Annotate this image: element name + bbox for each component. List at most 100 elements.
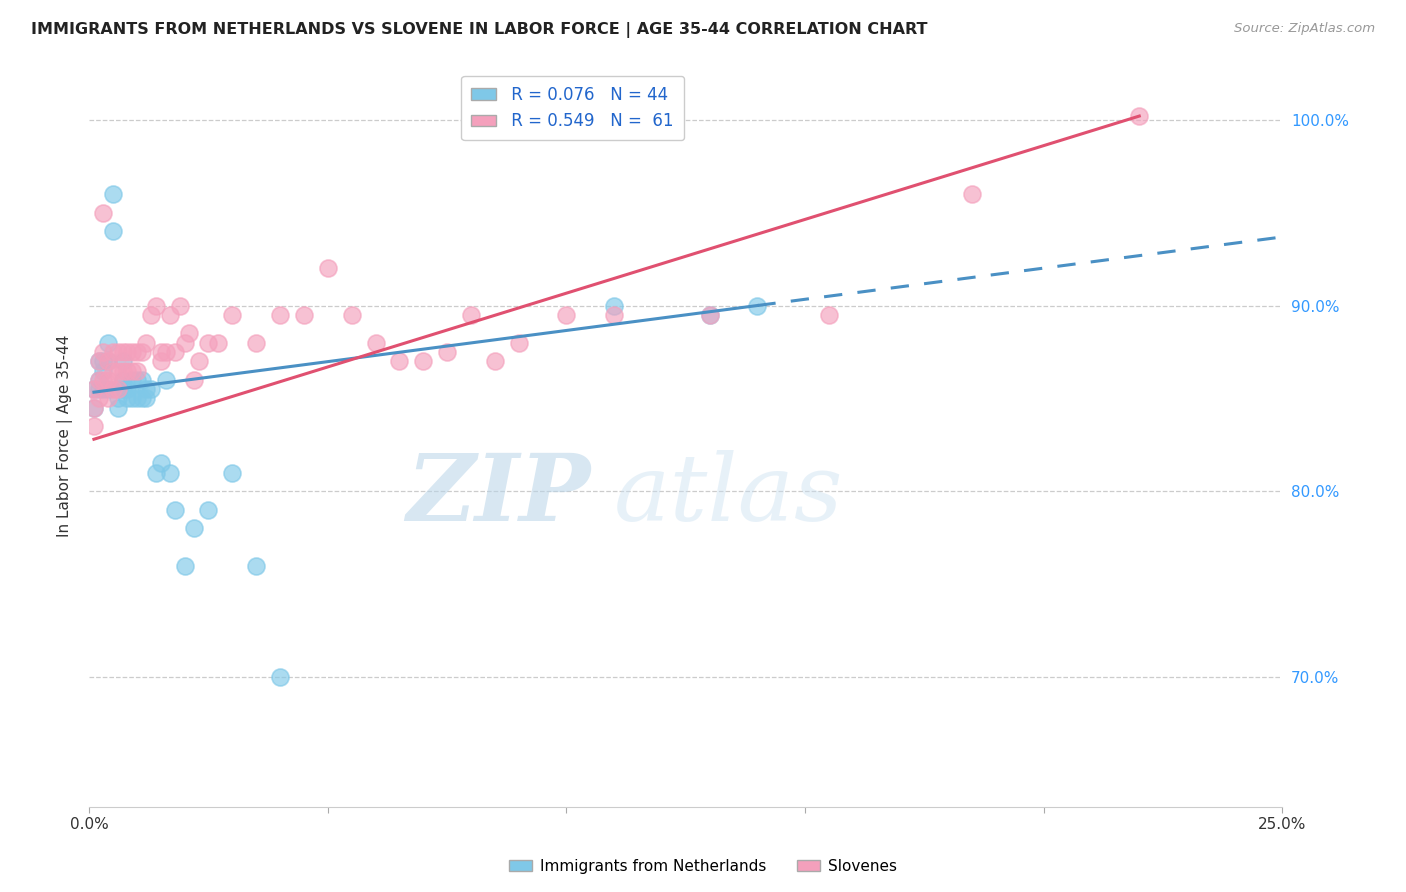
Point xyxy=(245,335,267,350)
Point xyxy=(83,382,105,396)
Point xyxy=(155,345,177,359)
Point xyxy=(107,382,129,396)
Point xyxy=(125,373,148,387)
Point xyxy=(197,335,219,350)
Point xyxy=(292,308,315,322)
Point xyxy=(183,373,205,387)
Point xyxy=(197,503,219,517)
Text: atlas: atlas xyxy=(614,450,844,540)
Text: Source: ZipAtlas.com: Source: ZipAtlas.com xyxy=(1234,22,1375,36)
Legend:  R = 0.076   N = 44,  R = 0.549   N =  61: R = 0.076 N = 44, R = 0.549 N = 61 xyxy=(461,76,683,140)
Point xyxy=(121,345,143,359)
Point xyxy=(159,308,181,322)
Point xyxy=(83,401,105,415)
Point xyxy=(93,354,115,368)
Point xyxy=(245,558,267,573)
Point xyxy=(960,187,983,202)
Point xyxy=(121,392,143,406)
Y-axis label: In Labor Force | Age 35-44: In Labor Force | Age 35-44 xyxy=(58,334,73,537)
Point xyxy=(125,392,148,406)
Point xyxy=(165,345,187,359)
Point xyxy=(269,308,291,322)
Point xyxy=(460,308,482,322)
Point xyxy=(555,308,578,322)
Point xyxy=(131,345,153,359)
Point xyxy=(699,308,721,322)
Point xyxy=(93,382,115,396)
Point xyxy=(221,308,243,322)
Point xyxy=(93,345,115,359)
Point xyxy=(87,354,110,368)
Point xyxy=(93,363,115,377)
Point xyxy=(107,401,129,415)
Point xyxy=(145,299,167,313)
Point xyxy=(603,308,626,322)
Point xyxy=(316,261,339,276)
Point xyxy=(101,363,124,377)
Point xyxy=(111,373,134,387)
Point xyxy=(97,382,120,396)
Point xyxy=(117,345,139,359)
Point xyxy=(149,345,172,359)
Point xyxy=(135,335,157,350)
Point xyxy=(107,392,129,406)
Point xyxy=(87,382,110,396)
Point xyxy=(97,373,120,387)
Point xyxy=(183,521,205,535)
Point xyxy=(87,373,110,387)
Point xyxy=(101,382,124,396)
Point xyxy=(117,382,139,396)
Point xyxy=(97,354,120,368)
Point xyxy=(97,354,120,368)
Point xyxy=(135,382,157,396)
Point xyxy=(93,373,115,387)
Point xyxy=(87,373,110,387)
Point xyxy=(412,354,434,368)
Point xyxy=(173,335,195,350)
Point xyxy=(131,373,153,387)
Legend: Immigrants from Netherlands, Slovenes: Immigrants from Netherlands, Slovenes xyxy=(503,853,903,880)
Point xyxy=(145,466,167,480)
Point xyxy=(107,363,129,377)
Point xyxy=(101,224,124,238)
Point xyxy=(97,392,120,406)
Point xyxy=(699,308,721,322)
Point xyxy=(107,345,129,359)
Point xyxy=(207,335,229,350)
Point xyxy=(508,335,530,350)
Point xyxy=(149,354,172,368)
Point xyxy=(818,308,841,322)
Point xyxy=(111,363,134,377)
Point xyxy=(388,354,411,368)
Point xyxy=(141,382,163,396)
Point xyxy=(131,392,153,406)
Point xyxy=(364,335,387,350)
Point xyxy=(173,558,195,573)
Point xyxy=(107,382,129,396)
Point xyxy=(121,373,143,387)
Point xyxy=(97,335,120,350)
Point xyxy=(603,299,626,313)
Point xyxy=(101,345,124,359)
Point xyxy=(87,354,110,368)
Point xyxy=(141,308,163,322)
Point xyxy=(117,392,139,406)
Point xyxy=(149,456,172,470)
Point xyxy=(125,345,148,359)
Text: ZIP: ZIP xyxy=(406,450,591,540)
Point xyxy=(83,419,105,434)
Point xyxy=(169,299,191,313)
Point xyxy=(117,363,139,377)
Point xyxy=(101,187,124,202)
Point xyxy=(87,392,110,406)
Point xyxy=(111,354,134,368)
Point xyxy=(747,299,769,313)
Point xyxy=(159,466,181,480)
Point xyxy=(111,382,134,396)
Point xyxy=(121,363,143,377)
Point xyxy=(340,308,363,322)
Point xyxy=(83,401,105,415)
Point xyxy=(125,363,148,377)
Point xyxy=(111,345,134,359)
Point xyxy=(165,503,187,517)
